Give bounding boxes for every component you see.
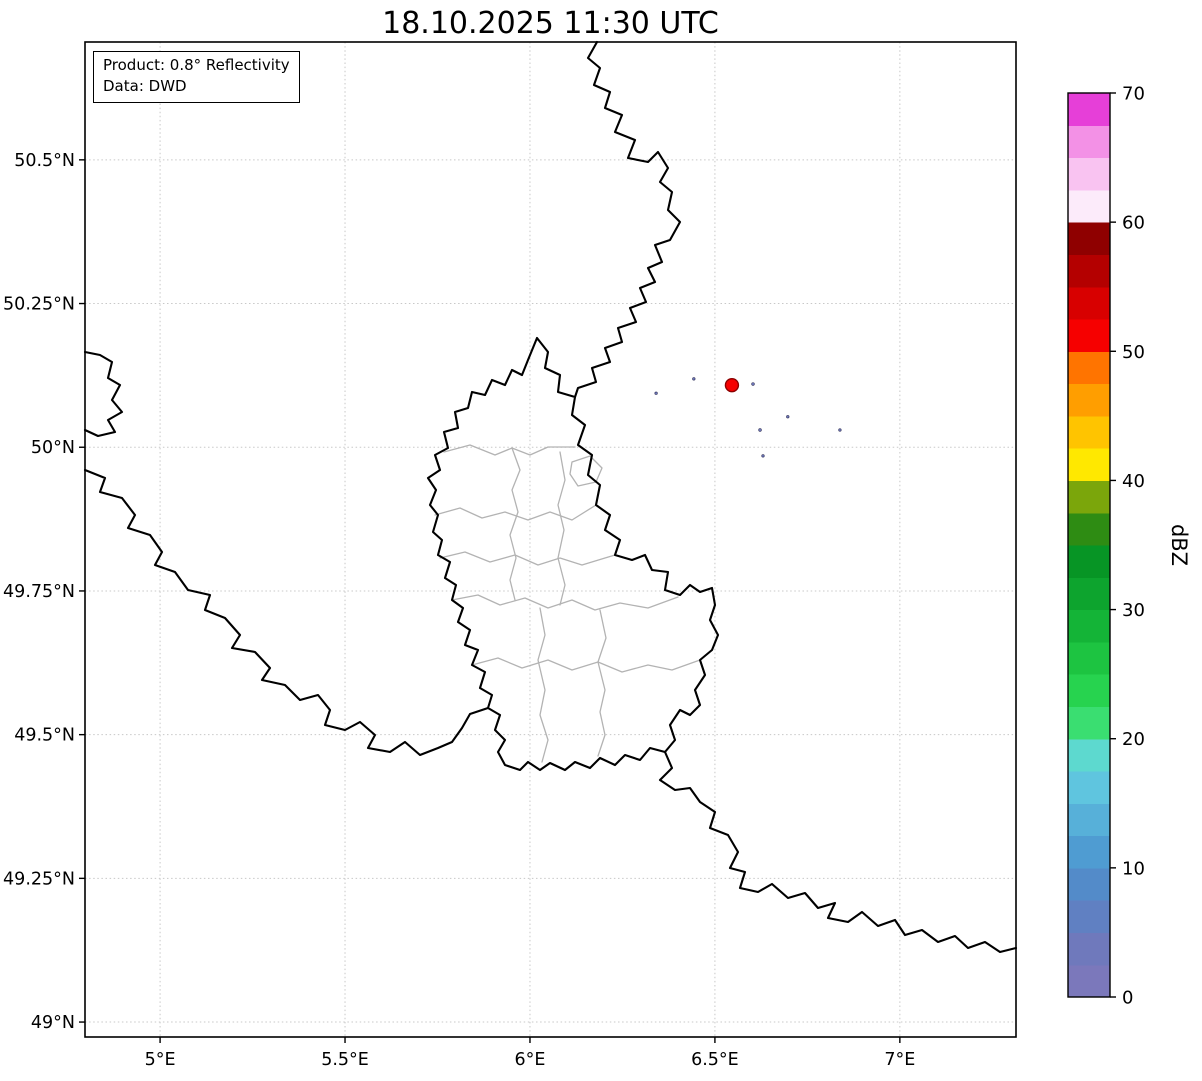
admin-border (557, 451, 566, 606)
radar-echo (786, 415, 790, 419)
colorbar-segment (1068, 771, 1110, 804)
lat-tick-label: 49.75°N (3, 582, 75, 602)
colorbar-segment (1068, 351, 1110, 385)
admin-border (597, 609, 607, 757)
colorbar-frame (1067, 92, 1111, 998)
colorbar-segment (1068, 577, 1110, 611)
product-info-box: Product: 0.8° Reflectivity Data: DWD (93, 51, 300, 103)
country-border (658, 750, 1018, 954)
lon-tick-label: 7°E (884, 1050, 915, 1070)
radar-echo (838, 428, 842, 432)
admin-border (537, 607, 549, 763)
colorbar-segment (1068, 319, 1110, 352)
radar-echo (751, 382, 755, 386)
colorbar-tick-label: 60 (1122, 213, 1145, 234)
colorbar-segment (1068, 964, 1110, 998)
colorbar-tick-label: 50 (1122, 342, 1145, 363)
colorbar-segment (1068, 93, 1110, 126)
colorbar-tick-label: 30 (1122, 600, 1145, 621)
colorbar-segment (1068, 835, 1110, 869)
colorbar-segment (1068, 157, 1110, 191)
radar-echo (724, 377, 740, 393)
colorbar-segment (1068, 867, 1110, 901)
lat-tick-label: 50°N (31, 438, 75, 458)
colorbar-segment (1068, 222, 1110, 256)
lon-tick-label: 5.5°E (321, 1050, 369, 1070)
figure-title: 18.10.2025 11:30 UTC (382, 6, 719, 41)
lat-tick-label: 49°N (31, 1013, 75, 1033)
colorbar-segment (1068, 125, 1110, 159)
radar-echo (758, 428, 762, 432)
colorbar-segment (1068, 286, 1110, 320)
radar-echo (761, 454, 765, 458)
admin-border (443, 444, 576, 456)
admin-border (471, 657, 701, 673)
colorbar-segment (1068, 803, 1110, 837)
country-border (83, 468, 490, 757)
country-border (83, 350, 124, 438)
colorbar-segment (1068, 415, 1110, 449)
admin-border (439, 551, 616, 566)
colorbar-segment (1068, 383, 1110, 417)
country-border (573, 40, 682, 399)
colorbar-tick-label: 20 (1122, 729, 1145, 750)
colorbar-segment (1068, 900, 1110, 934)
colorbar-tick-label: 70 (1122, 84, 1145, 105)
product-label: Product: 0.8° Reflectivity (103, 56, 290, 74)
lat-tick-label: 49.25°N (3, 869, 75, 889)
radar-echo (692, 377, 696, 381)
lon-tick-label: 6.5°E (691, 1050, 739, 1070)
colorbar-segment (1068, 448, 1110, 482)
lon-tick-label: 6°E (514, 1050, 545, 1070)
lat-tick-label: 49.5°N (14, 726, 75, 746)
lat-tick-label: 50.25°N (3, 295, 75, 315)
colorbar-segment (1068, 512, 1110, 546)
colorbar-segment (1068, 932, 1110, 966)
plot-frame (84, 41, 1017, 1038)
colorbar-segment (1068, 641, 1110, 675)
admin-border (451, 594, 679, 611)
colorbar-segment (1068, 189, 1110, 223)
colorbar-tick-label: 0 (1122, 988, 1133, 1009)
country-border (426, 336, 720, 772)
colorbar-segment (1068, 738, 1110, 772)
admin-border (509, 447, 521, 601)
data-source-label: Data: DWD (103, 77, 187, 95)
colorbar-segment (1068, 254, 1110, 288)
colorbar-segment (1068, 545, 1110, 578)
colorbar-tick-label: 10 (1122, 858, 1145, 879)
colorbar-tick-label: 40 (1122, 471, 1145, 492)
colorbar-segment (1068, 706, 1110, 740)
colorbar-segment (1068, 609, 1110, 643)
radar-echo (654, 391, 658, 395)
colorbar-axis-label: dBZ (1167, 524, 1191, 566)
colorbar-segment (1068, 480, 1110, 514)
lat-tick-label: 50.5°N (14, 151, 75, 171)
lon-tick-label: 5°E (145, 1050, 176, 1070)
colorbar-segment (1068, 674, 1110, 708)
